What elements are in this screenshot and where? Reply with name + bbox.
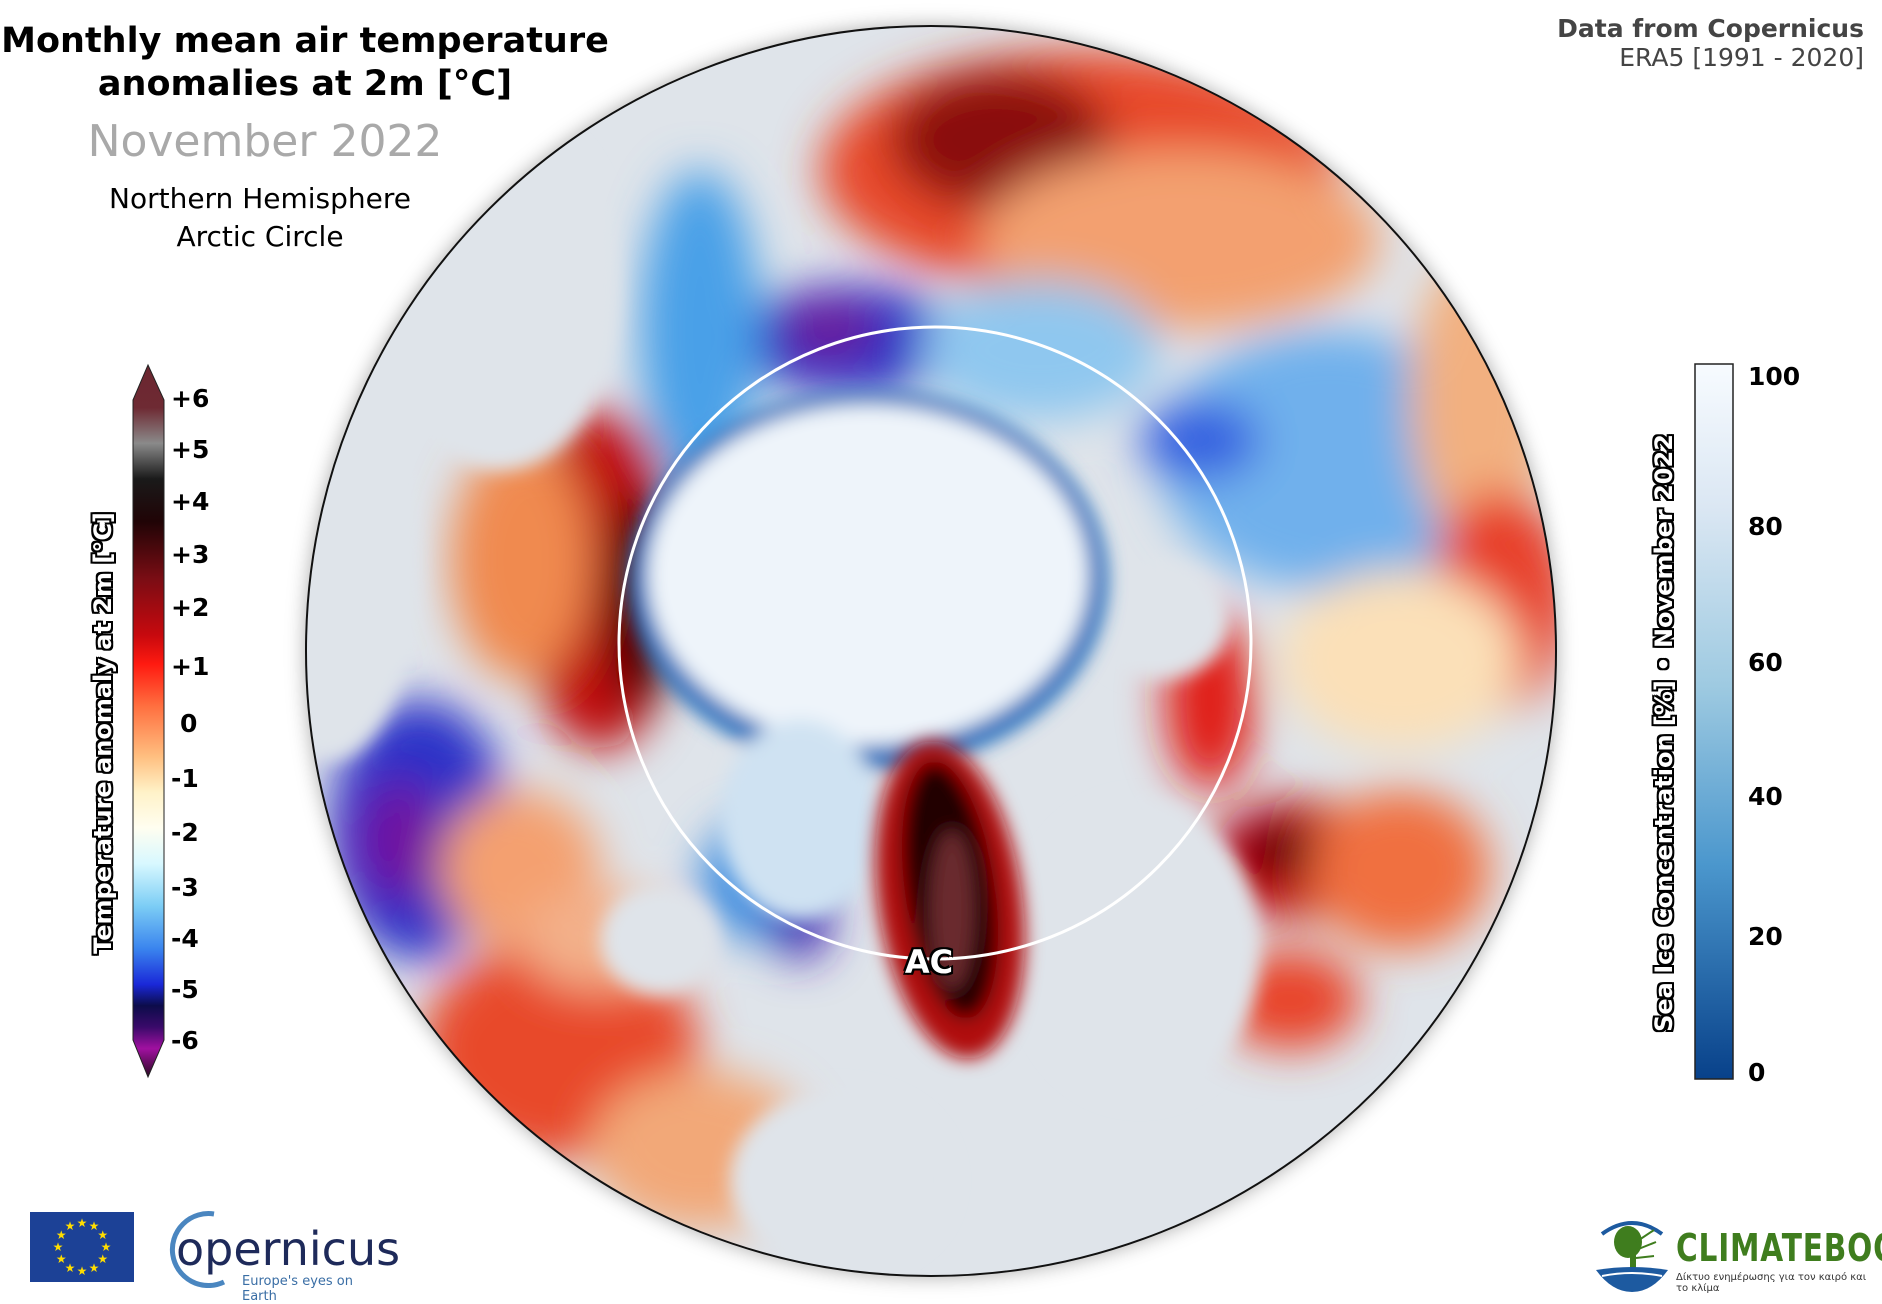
temperature-tick-label: +3	[171, 540, 210, 569]
period-label: November 2022	[87, 116, 443, 167]
map-title: Monthly mean air temperature anomalies a…	[0, 20, 610, 106]
greenland	[875, 741, 1025, 1059]
temperature-tick-label: -2	[171, 818, 199, 847]
star-icon: ★	[77, 1216, 88, 1230]
star-icon: ★	[53, 1240, 64, 1254]
temperature-tick-label: -5	[171, 975, 199, 1004]
region-line-2: Arctic Circle	[176, 220, 344, 253]
temperature-tick-label: +6	[171, 384, 210, 413]
ice-tick-label: 60	[1748, 648, 1783, 677]
arctic-circle-line	[617, 325, 1253, 961]
star-icon: ★	[101, 1240, 112, 1254]
temperature-tick-label: +5	[171, 435, 210, 464]
region-line-1: Northern Hemisphere	[109, 182, 411, 215]
star-icon: ★	[97, 1252, 108, 1266]
temperature-colorbar	[132, 363, 165, 1079]
temperature-tick-label: -1	[171, 764, 199, 793]
climatebook-tagline: Δίκτυο ενημέρωσης για τον καιρό και το κ…	[1676, 1272, 1867, 1294]
copernicus-wordmark: opernicus	[176, 1222, 401, 1276]
climatebook-wordmark: CLIMATEBOOK	[1676, 1226, 1882, 1270]
tree-water-icon	[1596, 1221, 1668, 1292]
ice-tick-label: 40	[1748, 782, 1783, 811]
star-icon: ★	[77, 1264, 88, 1278]
star-icon: ★	[89, 1261, 100, 1275]
temperature-field	[306, 50, 1556, 1270]
temperature-tick-label: 0	[180, 709, 198, 738]
copernicus-arc-icon	[169, 1211, 226, 1288]
title-line-2: anomalies at 2m [°C]	[97, 64, 513, 104]
sea-ice	[628, 390, 1108, 920]
region-label: Northern Hemisphere Arctic Circle	[0, 180, 520, 256]
ice-legend-title: Sea Ice Concentration [%] • November 202…	[1650, 434, 1678, 1032]
eu-stars-icon: ★ ★★★★★★★★★★★	[53, 1216, 112, 1278]
star-icon: ★	[97, 1228, 108, 1242]
ice-tick-label: 20	[1748, 922, 1783, 951]
climatebook-logo: CLIMATEBOOK Δίκτυο ενημέρωσης για τον κα…	[1592, 1208, 1882, 1294]
temperature-tick-label: +4	[171, 487, 210, 516]
temperature-legend-title: Temperature anomaly at 2m [°C]	[89, 512, 117, 954]
star-icon: ★	[89, 1219, 100, 1233]
temperature-tick-label: -4	[171, 924, 199, 953]
temperature-tick-label: +2	[171, 593, 210, 622]
ice-tick-label: 0	[1748, 1058, 1766, 1087]
ice-tick-label: 80	[1748, 512, 1783, 541]
eu-flag-logo: ★ ★ ★ ★ ★ ★ ★ ★ ★ ★ ★ ★	[30, 1212, 134, 1282]
star-icon: ★	[56, 1252, 67, 1266]
star-icon: ★	[56, 1228, 67, 1242]
source-line-2: ERA5 [1991 - 2020]	[1619, 43, 1864, 72]
ice-tick-label: 100	[1748, 362, 1801, 391]
temperature-tick-label: -6	[171, 1026, 199, 1055]
temperature-tick-label: -3	[171, 873, 199, 902]
star-icon: ★	[65, 1219, 76, 1233]
title-line-1: Monthly mean air temperature	[1, 21, 609, 61]
arctic-circle-label: AC	[904, 943, 954, 981]
data-source: Data from Copernicus ERA5 [1991 - 2020]	[1557, 14, 1864, 72]
star-icon: ★	[65, 1261, 76, 1275]
copernicus-logo: opernicus Europe's eyes on Earth	[154, 1208, 400, 1304]
source-line-1: Data from Copernicus	[1557, 14, 1864, 43]
ice-colorbar	[1694, 363, 1734, 1080]
temperature-tick-label: +1	[171, 652, 210, 681]
